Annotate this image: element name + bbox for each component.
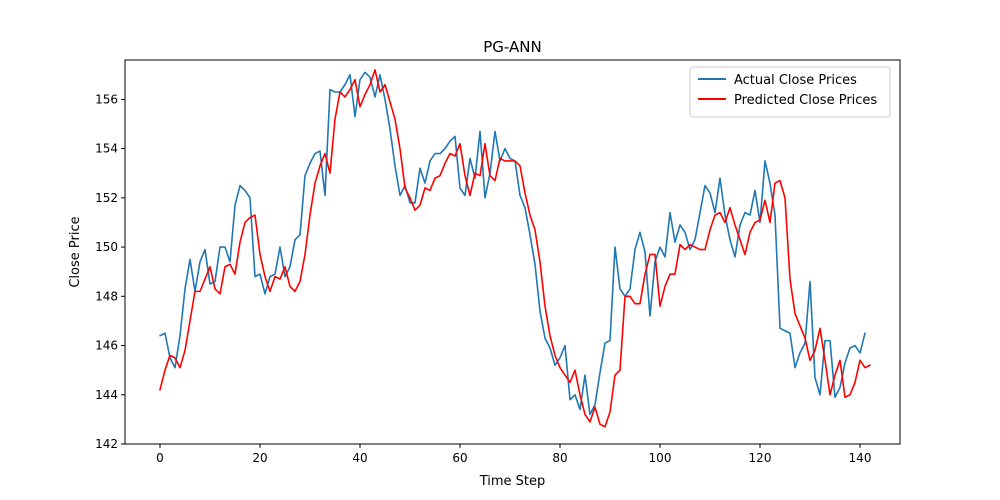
x-tick-label: 120 — [749, 451, 772, 465]
y-tick-label: 152 — [95, 191, 118, 205]
legend: Actual Close Prices Predicted Close Pric… — [689, 66, 891, 118]
x-axis-label: Time Step — [479, 474, 546, 489]
x-tick-label: 40 — [352, 451, 367, 465]
y-tick-label: 142 — [95, 437, 118, 451]
legend-box — [689, 66, 891, 118]
x-tick-label: 140 — [849, 451, 872, 465]
y-axis-label: Close Price — [68, 216, 83, 287]
x-axis-ticks: 0 20 40 60 80 100 120 140 — [156, 444, 871, 465]
y-axis-ticks: 142 144 146 148 150 152 154 156 — [95, 92, 125, 451]
legend-label-predicted: Predicted Close Prices — [734, 93, 877, 108]
x-tick-label: 100 — [649, 451, 672, 465]
x-tick-label: 20 — [252, 451, 267, 465]
x-tick-label: 0 — [156, 451, 164, 465]
plot-area — [124, 59, 901, 445]
y-tick-label: 154 — [95, 142, 118, 156]
y-tick-label: 150 — [95, 240, 118, 254]
chart-title: PG-ANN — [483, 38, 541, 56]
y-tick-label: 144 — [95, 388, 118, 402]
series-line-actual — [159, 71, 866, 416]
y-tick-label: 148 — [95, 289, 118, 303]
y-tick-label: 156 — [95, 92, 118, 106]
legend-label-actual: Actual Close Prices — [734, 73, 857, 88]
x-tick-label: 80 — [552, 451, 567, 465]
series-layer — [159, 69, 871, 428]
x-tick-label: 60 — [452, 451, 467, 465]
y-tick-label: 146 — [95, 339, 118, 353]
series-line-predicted — [159, 69, 871, 428]
